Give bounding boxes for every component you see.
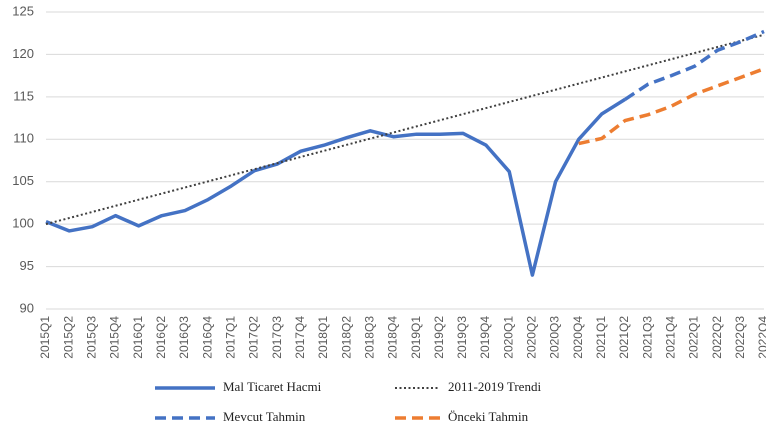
x-tick-label: 2021Q1	[594, 316, 608, 359]
series-line	[624, 29, 765, 101]
y-tick-label: 120	[12, 46, 34, 61]
x-tick-label: 2018Q4	[386, 316, 400, 359]
x-tick-label: 2015Q3	[84, 316, 98, 359]
y-tick-label: 95	[20, 258, 34, 273]
x-tick-label: 2019Q3	[455, 316, 469, 359]
x-tick-label: 2021Q2	[617, 316, 631, 359]
x-tick-label: 2018Q2	[339, 316, 353, 359]
y-tick-label: 110	[13, 131, 34, 146]
x-tick-label: 2021Q3	[640, 316, 654, 359]
y-tick-label: 125	[12, 3, 34, 18]
x-tick-label: 2015Q4	[108, 316, 122, 359]
x-tick-label: 2016Q4	[200, 316, 214, 359]
y-tick-label: 100	[12, 216, 34, 231]
x-tick-label: 2020Q4	[571, 316, 585, 359]
series-line	[578, 67, 765, 146]
x-tick-label: 2021Q4	[664, 316, 678, 359]
x-tick-label: 2016Q3	[177, 316, 191, 359]
x-tick-label: 2018Q3	[362, 316, 376, 359]
legend-label: Mevcut Tahmin	[223, 409, 306, 424]
y-tick-label: 115	[13, 88, 34, 103]
legend-label: Önceki Tahmin	[448, 409, 529, 424]
x-tick-label: 2022Q4	[756, 316, 766, 359]
x-tick-label: 2017Q4	[293, 316, 307, 359]
y-tick-label: 105	[12, 173, 34, 188]
x-tick-label: 2017Q1	[223, 316, 237, 359]
x-tick-label: 2019Q4	[478, 316, 492, 359]
y-tick-label: 90	[20, 300, 34, 315]
series-line	[45, 97, 626, 277]
x-tick-label: 2019Q2	[432, 316, 446, 359]
x-tick-label: 2017Q3	[270, 316, 284, 359]
x-tick-label: 2022Q3	[733, 316, 747, 359]
x-tick-label: 2015Q2	[61, 316, 75, 359]
x-tick-label: 2020Q2	[525, 316, 539, 359]
x-tick-label: 2020Q3	[548, 316, 562, 359]
x-tick-label: 2015Q1	[38, 316, 52, 359]
x-tick-label: 2016Q2	[154, 316, 168, 359]
x-tick-label: 2022Q2	[710, 316, 724, 359]
x-tick-label: 2019Q1	[409, 316, 423, 359]
legend-label: Mal Ticaret Hacmi	[223, 379, 322, 394]
x-tick-label: 2022Q1	[687, 316, 701, 359]
x-tick-label: 2018Q1	[316, 316, 330, 359]
series-line	[45, 33, 765, 226]
x-tick-label: 2016Q1	[131, 316, 145, 359]
x-tick-label: 2020Q1	[501, 316, 515, 359]
legend-label: 2011-2019 Trendi	[448, 379, 541, 394]
x-tick-label: 2017Q2	[247, 316, 261, 359]
